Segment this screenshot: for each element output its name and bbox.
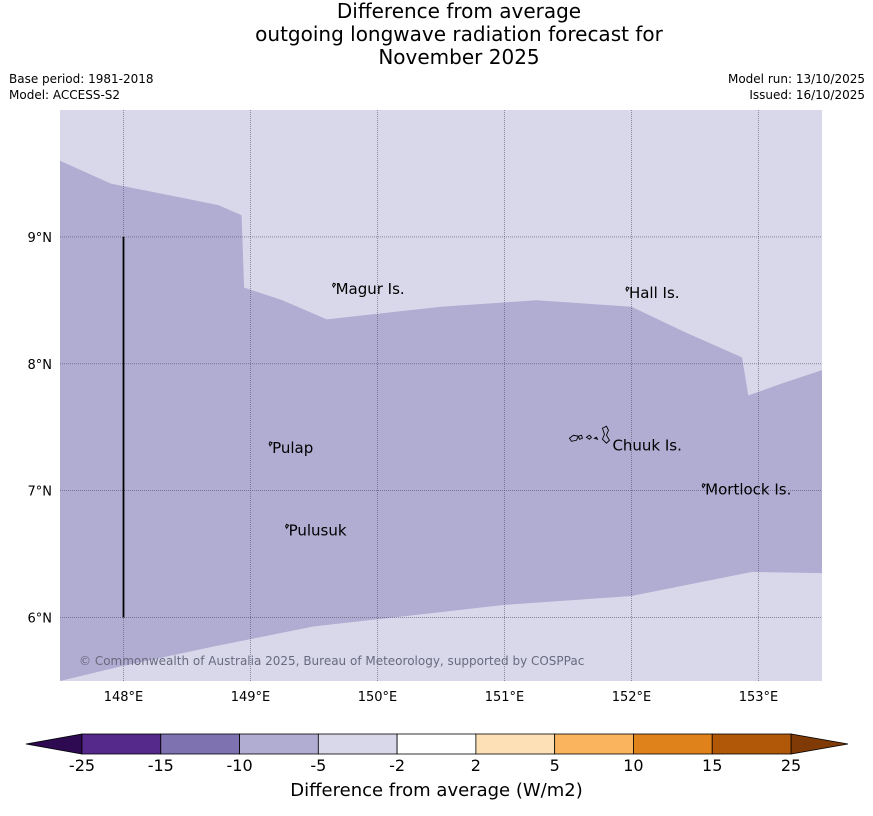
lon-tick-label: 151°E: [485, 690, 525, 705]
colorbar-tick-label: 25: [781, 756, 801, 775]
island-mark: [285, 523, 290, 530]
lat-tick-label: 6°N: [28, 612, 53, 627]
island-mark: [332, 282, 337, 289]
model-run: Model run: 13/10/2025: [727, 72, 865, 86]
colorbar-segment: [475, 733, 556, 755]
place-label: Pulusuk: [289, 521, 347, 539]
chuuk-islands-outline: [568, 425, 611, 444]
colorbar-tick-label: 2: [471, 756, 481, 775]
colorbar-extend-max: [790, 733, 849, 755]
colorbar-segment: [396, 733, 477, 755]
lon-tick-label: 148°E: [104, 690, 144, 705]
colorbar-segment: [317, 733, 398, 755]
colorbar-tick-label: 5: [550, 756, 560, 775]
base-period: Base period: 1981-2018: [9, 72, 154, 86]
colorbar-segment: [239, 733, 319, 755]
colorbar-extend-min: [25, 733, 83, 755]
colorbar-tick-label: -5: [310, 756, 326, 775]
lon-tick-label: 149°E: [231, 690, 271, 705]
place-label: Magur Is.: [336, 280, 405, 298]
colorbar-tick-label: -10: [226, 756, 252, 775]
lon-tick-label: 150°E: [358, 690, 398, 705]
colorbar-tick-label: 15: [702, 756, 722, 775]
issued-date: Issued: 16/10/2025: [749, 88, 865, 102]
title-line-2: outgoing longwave radiation forecast for: [255, 22, 663, 46]
lon-tick-label: 153°E: [739, 690, 779, 705]
model-name: Model: ACCESS-S2: [9, 88, 121, 102]
lat-tick-label: 8°N: [28, 358, 53, 373]
meta-right: Model run: 13/10/2025 Issued: 16/10/2025: [728, 71, 865, 103]
colorbar-segment: [81, 733, 162, 755]
island-mark: [701, 482, 706, 489]
place-label: Pulap: [272, 439, 313, 457]
colorbar-tick-label: -2: [389, 756, 405, 775]
colorbar-segment: [633, 733, 713, 755]
lat-tick-label: 7°N: [28, 485, 53, 500]
chart-title: Difference from average outgoing longwav…: [0, 0, 873, 69]
place-label: Mortlock Is.: [705, 481, 791, 499]
island-mark: [625, 286, 630, 292]
title-line-1: Difference from average: [336, 0, 582, 23]
place-label: Chuuk Is.: [612, 436, 681, 454]
title-line-3: November 2025: [378, 45, 540, 69]
colorbar-segment: [160, 733, 240, 755]
colorbar-tick-label: 10: [623, 756, 643, 775]
map-area: 148°E 149°E 150°E 151°E 152°E 153°E 9°N 8°N 7°N 6…: [28, 110, 822, 705]
lon-tick-label: 152°E: [612, 690, 652, 705]
colorbar-tick-label: -25: [69, 756, 95, 775]
colorbar-label: Difference from average (W/m2): [290, 780, 583, 801]
colorbar-tick-label: -15: [148, 756, 174, 775]
lat-tick-label: 9°N: [28, 231, 53, 246]
meta-left: Base period: 1981-2018 Model: ACCESS-S2: [9, 71, 154, 103]
colorbar-segment: [711, 733, 792, 755]
colorbar: -25 -15 -10 -5 -2 2 5 10 15 25: [25, 733, 849, 775]
colorbar-segment: [554, 733, 634, 755]
island-mark: [268, 441, 273, 447]
place-label: Hall Is.: [629, 284, 680, 302]
copyright-notice: © Commonwealth of Australia 2025, Bureau…: [79, 654, 584, 668]
